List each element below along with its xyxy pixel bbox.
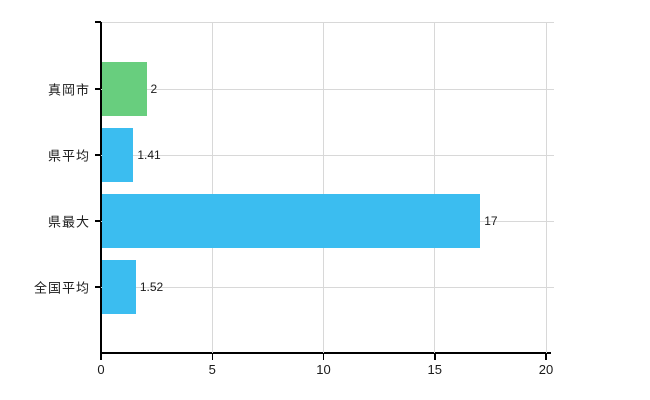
vertical-gridline: [211, 22, 213, 353]
x-axis-tick-mark: [322, 354, 325, 360]
y-axis-tick-mark: [95, 154, 101, 156]
x-axis-tick-mark: [545, 354, 547, 360]
x-axis-tick-label: 20: [538, 362, 554, 377]
horizontal-gridline: [101, 154, 554, 156]
x-axis-tick-label: 0: [97, 362, 105, 377]
category-label: 全国平均: [33, 280, 90, 296]
bar-3: [102, 194, 481, 248]
category-label: 県平均: [47, 148, 90, 164]
y-axis-top-tick-mark: [95, 21, 101, 23]
y-axis-tick-mark: [95, 88, 101, 90]
bar-value-label: 2: [150, 82, 158, 96]
horizontal-gridline: [101, 88, 554, 90]
y-axis-tick-mark: [95, 286, 101, 288]
horizontal-gridline: [101, 286, 554, 288]
category-label: 真岡市: [47, 82, 90, 98]
vertical-gridline: [323, 22, 324, 353]
bar-1: [102, 62, 147, 116]
x-axis-line: [100, 352, 551, 354]
bar-value-label: 17: [484, 214, 498, 228]
plot-top-border: [101, 22, 554, 23]
vertical-gridline: [434, 22, 436, 353]
y-axis-line: [100, 22, 102, 354]
bar-2: [102, 128, 134, 182]
x-axis-tick-label: 10: [316, 362, 331, 377]
y-axis-tick-mark: [95, 220, 101, 222]
vertical-gridline: [545, 22, 547, 353]
bar-value-label: 1.41: [137, 148, 161, 162]
bar-value-label: 1.52: [139, 280, 164, 294]
category-label: 県最大: [47, 214, 90, 230]
x-axis-tick-mark: [100, 354, 102, 360]
x-axis-tick-label: 15: [427, 362, 442, 377]
x-axis-tick-label: 5: [208, 362, 216, 377]
bar-4: [102, 260, 136, 314]
x-axis-tick-mark: [211, 354, 213, 360]
x-axis-tick-mark: [434, 354, 436, 360]
